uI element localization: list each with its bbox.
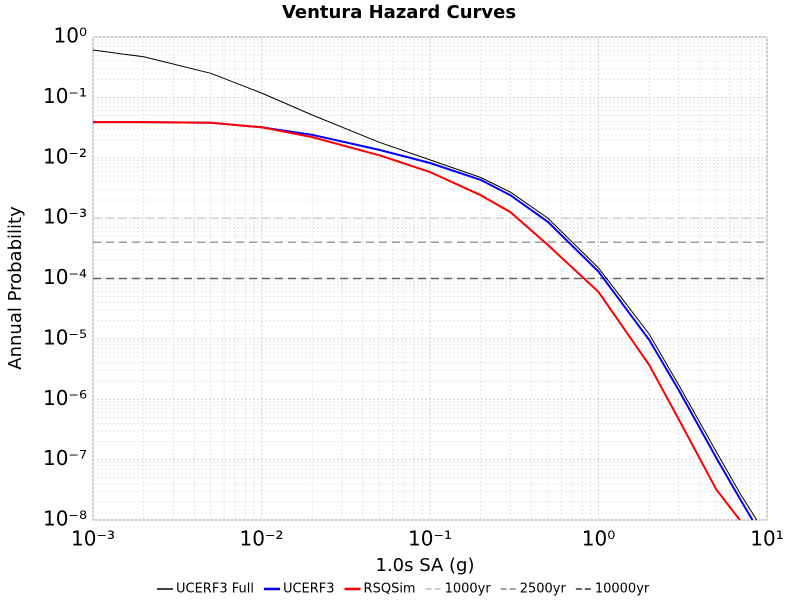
y-tick-label: 10⁻¹ — [43, 84, 87, 108]
x-tick-label: 10⁻² — [239, 527, 283, 551]
x-tick-label: 10⁻³ — [71, 527, 115, 551]
legend-label: UCERF3 Full — [176, 582, 254, 597]
y-tick-label: 10⁻⁶ — [43, 386, 87, 410]
legend-label: 2500yr — [520, 582, 567, 597]
y-tick-label: 10⁻⁵ — [43, 325, 87, 349]
y-tick-label: 10⁻⁷ — [43, 446, 87, 470]
y-tick-label: 10⁰ — [54, 24, 87, 48]
series-line — [93, 121, 741, 521]
legend: UCERF3 Full UCERF3 RSQSim 1000yr 2500yr 10000… — [157, 582, 650, 597]
y-tick-label: 10⁻⁴ — [43, 265, 87, 289]
y-tick-label: 10⁻³ — [43, 205, 87, 229]
legend-label: 10000yr — [595, 582, 650, 597]
chart-title: Ventura Hazard Curves — [282, 2, 516, 23]
y-tick-label: 10⁻⁸ — [43, 507, 87, 531]
x-tick-label: 10¹ — [750, 527, 783, 551]
legend-label: 1000yr — [445, 582, 492, 597]
x-axis-label: 1.0s SA (g) — [376, 555, 475, 576]
legend-label: RSQSim — [364, 582, 416, 597]
x-tick-label: 10⁰ — [582, 527, 615, 551]
legend-label: UCERF3 — [283, 582, 335, 597]
x-tick-label: 10⁻¹ — [408, 527, 452, 551]
y-tick-label: 10⁻² — [43, 144, 87, 168]
series-line — [92, 49, 758, 521]
y-axis-label: Annual Probability — [5, 206, 26, 370]
